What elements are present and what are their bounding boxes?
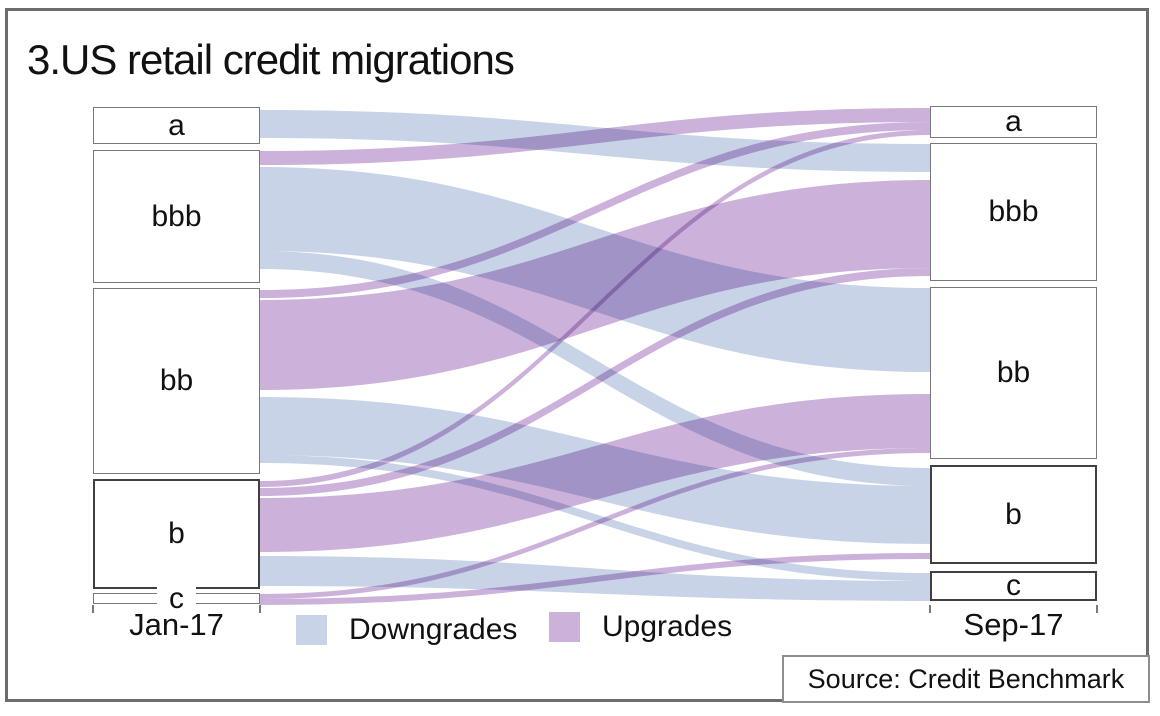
node-jan-17-b: b — [93, 479, 260, 589]
node-label: c — [157, 583, 196, 614]
legend-item-downgrades: Downgrades — [296, 613, 517, 647]
flow-c-to-bb — [260, 448, 930, 599]
node-label: a — [1005, 105, 1022, 138]
flow-c-to-b — [260, 553, 930, 605]
source-attribution-box: Source: Credit Benchmark — [782, 655, 1150, 703]
node-sep-17-c: c — [930, 571, 1097, 601]
legend-item-upgrades: Upgrades — [549, 610, 732, 644]
upgrades-swatch-icon — [549, 612, 580, 642]
flow-bb-to-c — [260, 455, 930, 581]
node-label: bb — [159, 364, 194, 397]
x-axis-label-jan17: Jan-17 — [129, 607, 224, 642]
legend-label-downgrades: Downgrades — [349, 613, 518, 646]
node-label: bbb — [151, 199, 202, 233]
flow-bbb-to-a — [260, 108, 930, 165]
node-sep-17-b: b — [930, 465, 1097, 564]
flow-bb-to-bbb — [260, 180, 930, 390]
node-jan-17-c: c — [93, 583, 260, 614]
node-sep-17-a: a — [930, 106, 1097, 138]
node-label: b — [1005, 497, 1022, 531]
node-jan-17-a: a — [93, 107, 260, 144]
node-label: bb — [996, 356, 1031, 389]
node-jan-17-bbb: bbb — [93, 150, 260, 283]
chart-title: 3.US retail credit migrations — [27, 36, 515, 83]
downgrades-swatch-icon — [296, 615, 327, 645]
node-label: b — [168, 517, 185, 550]
legend-label-upgrades: Upgrades — [602, 610, 733, 643]
flow-b-to-bb — [260, 394, 930, 552]
flow-bbb-to-b — [260, 251, 930, 486]
node-jan-17-bb: bb — [93, 288, 260, 474]
node-label: a — [168, 108, 185, 142]
node-sep-17-bb: bb — [930, 287, 1097, 459]
source-attribution-text: Source: Credit Benchmark — [807, 663, 1125, 694]
flow-b-to-bbb — [260, 268, 930, 496]
node-label: c — [1006, 569, 1021, 602]
x-axis-label-sep17: Sep-17 — [963, 607, 1064, 642]
node-label: bbb — [988, 195, 1039, 228]
flow-bb-to-a — [260, 122, 930, 298]
node-sep-17-bbb: bbb — [930, 143, 1097, 281]
